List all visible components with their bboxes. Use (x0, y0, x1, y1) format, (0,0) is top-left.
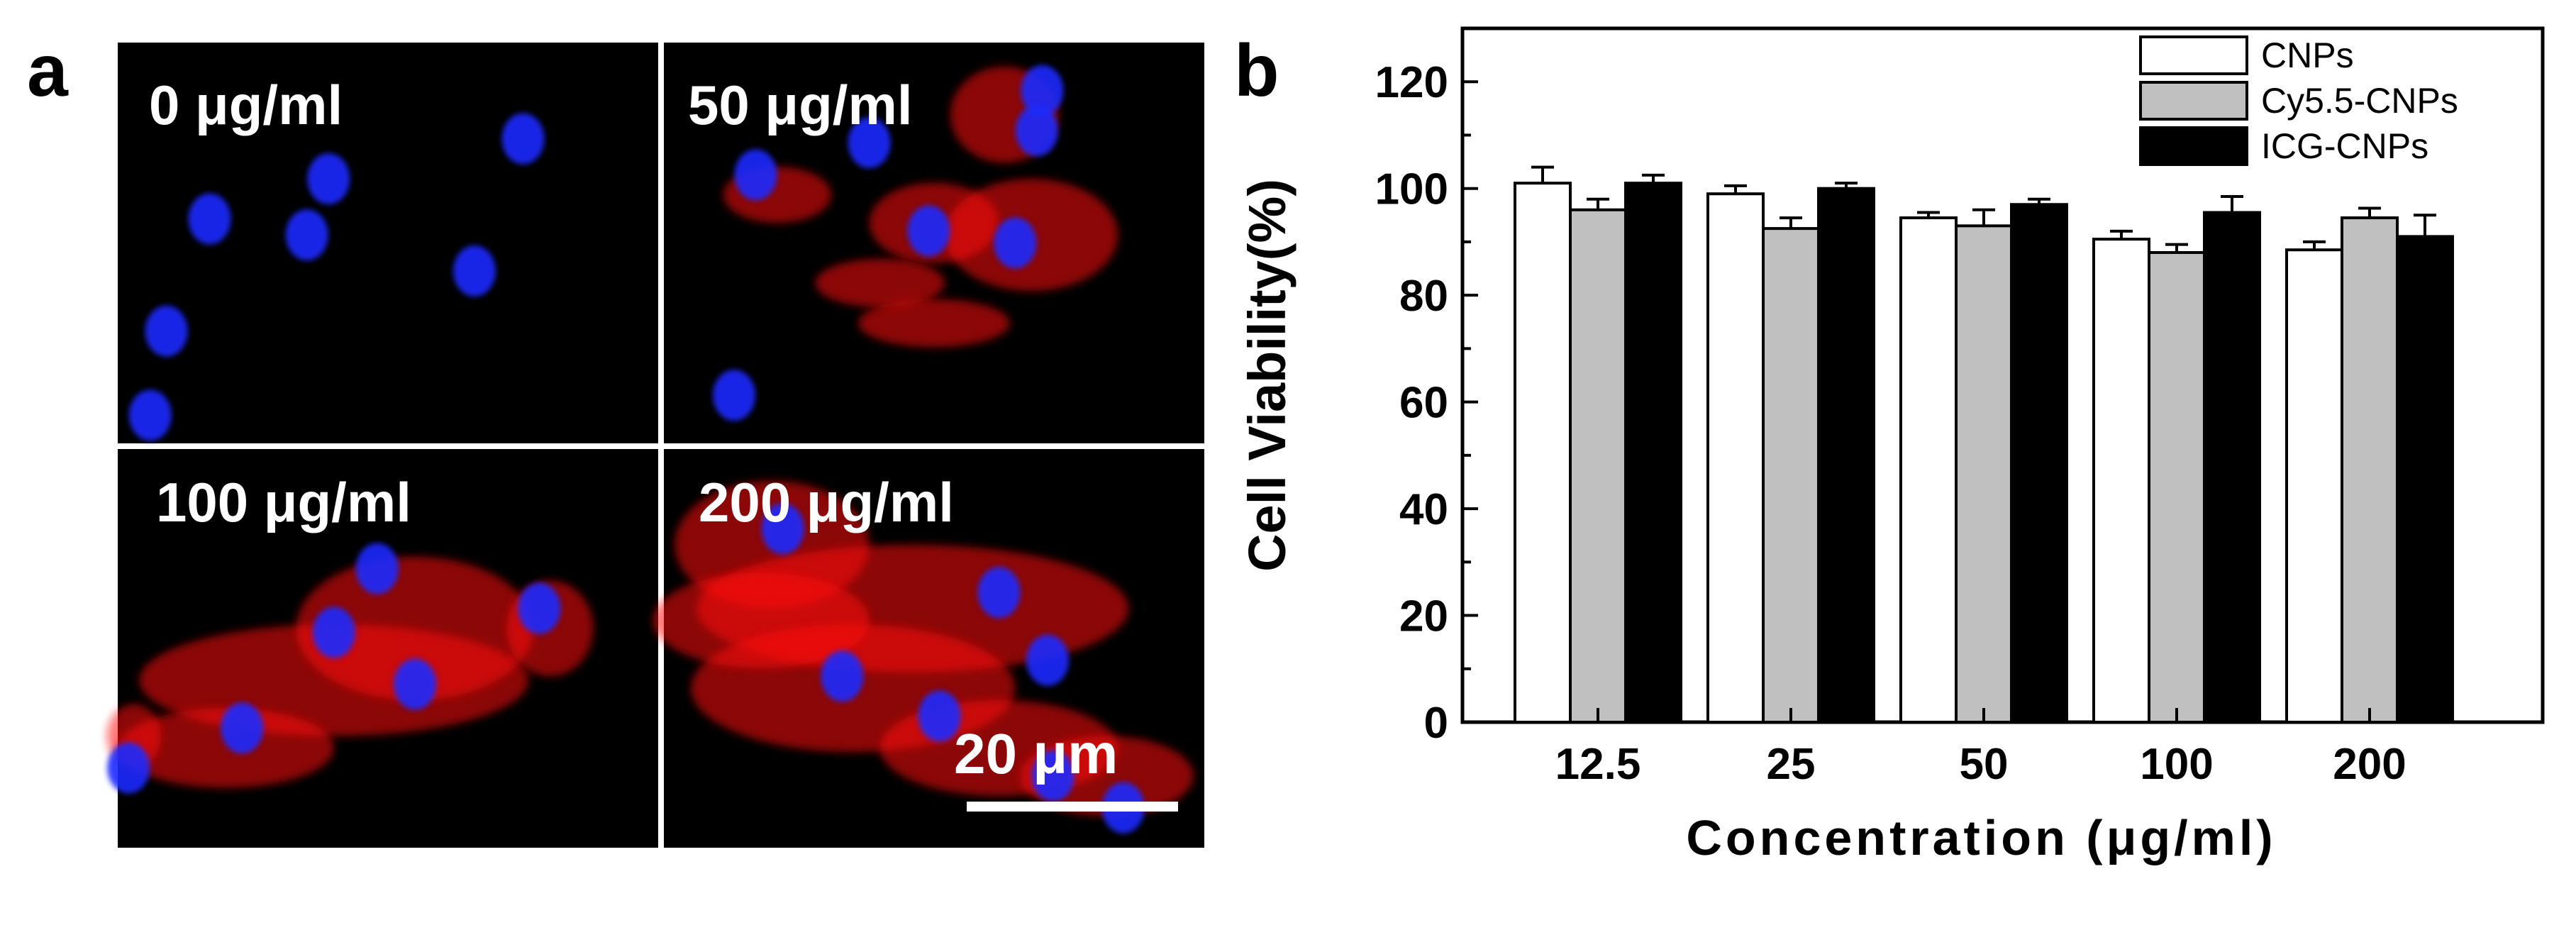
bar-cy5-5-cnps (2341, 216, 2399, 724)
bar-cy5-5-cnps (1762, 227, 1820, 724)
x-tick-label: 100 (2140, 740, 2213, 789)
y-tick-label: 0 (1424, 699, 1448, 748)
y-tick-label: 120 (1375, 58, 1448, 107)
x-tick-label: 200 (2333, 740, 2406, 789)
scale-bar (967, 802, 1178, 812)
cell-nucleus (312, 607, 355, 658)
bar-cy5-5-cnps (1955, 224, 2013, 724)
bar-icg-cnps (2396, 235, 2454, 724)
cell-nucleus (821, 651, 864, 702)
x-tick-label: 25 (1767, 740, 1816, 789)
micrograph-0-label: 0 μg/ml (149, 74, 343, 136)
cell-nucleus (355, 543, 399, 594)
x-tick-label: 50 (1960, 740, 2009, 789)
legend-label: Cy5.5-CNPs (2261, 81, 2458, 121)
cell-nucleus (518, 582, 561, 634)
micrograph-grid: 0 μg/ml 50 μg/ml 100 μg/ml 200 μg/ml 20 … (106, 43, 1204, 848)
legend-label: CNPs (2261, 35, 2354, 75)
micrograph-2: 100 μg/ml (106, 449, 658, 848)
cell-nucleus (977, 567, 1021, 619)
micrograph-2-label: 100 μg/ml (156, 471, 411, 533)
panel-b: b 0 20 40 60 80 100 120 12.5 25 50 100 200 Concentra… (1234, 26, 2545, 865)
stain-region (858, 299, 1010, 348)
cell-nucleus (848, 117, 891, 169)
y-tick-label: 100 (1375, 165, 1448, 214)
legend: CNPs Cy5.5-CNPs ICG-CNPs (2139, 35, 2458, 166)
bar-icg-cnps (2010, 203, 2068, 724)
micrograph-1-label: 50 μg/ml (688, 74, 913, 136)
cell-nucleus (994, 217, 1037, 269)
legend-swatch (2139, 126, 2248, 166)
cell-nucleus (188, 193, 231, 245)
legend-swatch (2139, 81, 2248, 121)
legend-swatch (2139, 35, 2248, 75)
y-tick-label: 80 (1399, 272, 1448, 321)
bar-chart: 0 20 40 60 80 100 120 12.5 25 50 100 200 Concentrati… (1238, 26, 2545, 865)
micrograph-2-cells (106, 543, 594, 794)
stain-region (118, 708, 334, 788)
cell-nucleus (128, 389, 172, 441)
micrograph-0: 0 μg/ml (118, 43, 658, 443)
cell-nucleus (918, 690, 961, 742)
micrograph-1-cells (713, 65, 1118, 421)
cell-nucleus (1015, 105, 1058, 157)
cell-nucleus (1031, 750, 1075, 802)
panel-a-letter: a (27, 30, 69, 112)
cell-nucleus (501, 113, 545, 165)
bar-cnps (2092, 238, 2150, 724)
cell-nucleus (285, 209, 328, 261)
cell-nucleus (1026, 634, 1070, 686)
bar-cnps (1899, 216, 1958, 724)
x-tick-label: 12.5 (1555, 740, 1641, 789)
cell-nucleus (394, 658, 437, 710)
cell-nucleus (145, 305, 188, 357)
stain-region (815, 259, 945, 307)
scale-bar-label: 20 μm (954, 722, 1118, 785)
bar-cnps (1706, 192, 1765, 724)
cell-nucleus (453, 245, 496, 297)
legend-label: ICG-CNPs (2261, 126, 2428, 166)
x-axis-label: Concentration (μg/ml) (1686, 810, 2276, 865)
cell-nucleus (761, 503, 804, 555)
bar-cy5-5-cnps (1569, 208, 1627, 724)
y-tick-label: 20 (1399, 592, 1448, 641)
cell-nucleus (713, 370, 756, 421)
bar-cnps (1514, 182, 1572, 724)
bar-icg-cnps (1817, 187, 1875, 724)
panel-a: a 0 μg/ml 50 μg/ml 100 μg/ml 200 μg/ml (27, 30, 1204, 848)
y-tick-label: 40 (1399, 485, 1448, 534)
bar-cnps (2285, 248, 2343, 724)
cell-nucleus (107, 742, 150, 794)
micrograph-1: 50 μg/ml (664, 43, 1204, 443)
bar-icg-cnps (1624, 182, 1682, 724)
panel-b-letter: b (1234, 30, 1279, 112)
stain-region (653, 572, 870, 669)
micrograph-0-cells (128, 113, 545, 441)
y-tick-label: 60 (1399, 379, 1448, 428)
micrograph-3: 200 μg/ml 20 μm (653, 449, 1204, 848)
cell-nucleus (734, 149, 777, 201)
bar-icg-cnps (2203, 211, 2261, 724)
micrograph-3-cells (653, 480, 1194, 834)
y-axis-label: Cell Viability(%) (1238, 179, 1297, 572)
cell-nucleus (1021, 65, 1064, 116)
cell-nucleus (307, 153, 350, 205)
stain-region (296, 556, 534, 701)
micrograph-3-label: 200 μg/ml (699, 471, 954, 533)
cell-nucleus (907, 205, 950, 257)
bar-cy5-5-cnps (2148, 250, 2206, 724)
cell-nucleus (221, 702, 264, 754)
